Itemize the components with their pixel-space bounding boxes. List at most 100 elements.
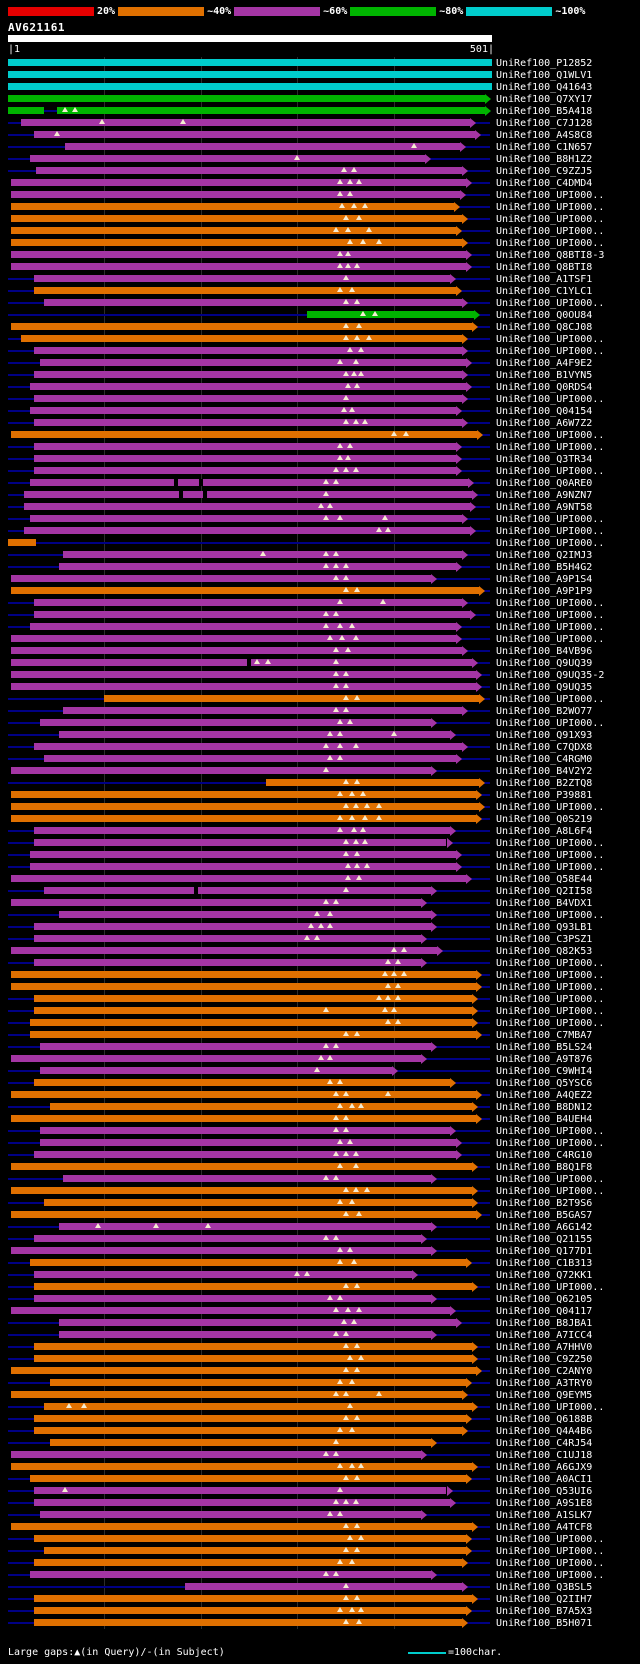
alignment-bar[interactable]: [34, 1427, 462, 1434]
alignment-bar[interactable]: [8, 95, 486, 102]
alignment-bar[interactable]: [59, 1223, 431, 1230]
alignment-bar[interactable]: [185, 1583, 462, 1590]
alignment-bar[interactable]: [10, 971, 476, 978]
alignment-bar[interactable]: [34, 935, 422, 942]
alignment-bar[interactable]: [30, 383, 466, 390]
alignment-bar[interactable]: [10, 635, 457, 642]
alignment-bar[interactable]: [10, 203, 455, 210]
alignment-bar[interactable]: [24, 527, 470, 534]
alignment-bar[interactable]: [34, 1487, 447, 1494]
alignment-bar[interactable]: [34, 839, 447, 846]
alignment-bar[interactable]: [49, 1103, 472, 1110]
alignment-bar[interactable]: [39, 1511, 422, 1518]
alignment-bar-fragment[interactable]: [8, 107, 44, 114]
alignment-bar[interactable]: [10, 899, 422, 906]
alignment-bar[interactable]: [8, 539, 37, 546]
alignment-bar[interactable]: [39, 1043, 431, 1050]
alignment-bar[interactable]: [10, 1163, 472, 1170]
alignment-bar[interactable]: [30, 1475, 466, 1482]
alignment-bar[interactable]: [10, 239, 462, 246]
alignment-bar[interactable]: [34, 1619, 462, 1626]
alignment-bar[interactable]: [30, 155, 426, 162]
alignment-bar[interactable]: [49, 1439, 431, 1446]
alignment-bar[interactable]: [20, 335, 462, 342]
alignment-bar[interactable]: [8, 83, 492, 90]
alignment-bar[interactable]: [63, 1175, 431, 1182]
alignment-bar[interactable]: [30, 1019, 472, 1026]
alignment-bar[interactable]: [10, 875, 466, 882]
alignment-bar[interactable]: [30, 515, 462, 522]
alignment-bar[interactable]: [43, 887, 431, 894]
alignment-bar[interactable]: [8, 71, 492, 78]
alignment-bar[interactable]: [10, 227, 457, 234]
alignment-bar[interactable]: [10, 1451, 422, 1458]
alignment-bar[interactable]: [39, 719, 431, 726]
alignment-bar[interactable]: [30, 1571, 431, 1578]
alignment-bar[interactable]: [34, 419, 462, 426]
alignment-bar[interactable]: [10, 251, 466, 258]
alignment-bar[interactable]: [39, 1139, 457, 1146]
alignment-bar[interactable]: [10, 647, 462, 654]
alignment-bar[interactable]: [24, 491, 472, 498]
alignment-bar[interactable]: [34, 959, 422, 966]
alignment-bar[interactable]: [34, 1499, 451, 1506]
alignment-bar[interactable]: [10, 659, 472, 666]
alignment-bar[interactable]: [34, 443, 457, 450]
alignment-bar[interactable]: [34, 1283, 472, 1290]
alignment-bar[interactable]: [10, 323, 472, 330]
alignment-bar[interactable]: [34, 1595, 472, 1602]
alignment-bar[interactable]: [34, 131, 475, 138]
alignment-bar[interactable]: [34, 395, 462, 402]
alignment-bar[interactable]: [30, 623, 457, 630]
alignment-bar[interactable]: [34, 1079, 451, 1086]
alignment-bar[interactable]: [10, 1055, 422, 1062]
alignment-bar[interactable]: [36, 167, 462, 174]
alignment-bar[interactable]: [59, 731, 451, 738]
alignment-bar[interactable]: [59, 1331, 431, 1338]
alignment-bar[interactable]: [59, 911, 431, 918]
alignment-bar[interactable]: [59, 563, 457, 570]
alignment-bar[interactable]: [10, 1463, 472, 1470]
alignment-bar[interactable]: [34, 1535, 466, 1542]
alignment-bar[interactable]: [34, 995, 472, 1002]
alignment-bar[interactable]: [30, 851, 457, 858]
alignment-bar[interactable]: [34, 275, 451, 282]
alignment-bar[interactable]: [49, 1379, 466, 1386]
alignment-bar[interactable]: [10, 1367, 476, 1374]
alignment-bar[interactable]: [10, 1091, 476, 1098]
alignment-bar[interactable]: [65, 143, 461, 150]
alignment-bar[interactable]: [20, 119, 470, 126]
alignment-bar[interactable]: [34, 599, 462, 606]
alignment-bar[interactable]: [10, 1391, 462, 1398]
alignment-bar[interactable]: [43, 1547, 466, 1554]
alignment-bar[interactable]: [34, 287, 457, 294]
alignment-bar[interactable]: [34, 1343, 472, 1350]
alignment-bar[interactable]: [34, 827, 451, 834]
alignment-bar[interactable]: [8, 59, 492, 66]
alignment-bar[interactable]: [10, 263, 466, 270]
alignment-bar[interactable]: [266, 779, 480, 786]
alignment-bar[interactable]: [24, 503, 470, 510]
alignment-bar[interactable]: [10, 947, 437, 954]
alignment-bar[interactable]: [10, 791, 476, 798]
alignment-bar[interactable]: [34, 923, 431, 930]
alignment-bar[interactable]: [43, 755, 457, 762]
alignment-bar[interactable]: [307, 311, 474, 318]
alignment-bar[interactable]: [30, 479, 468, 486]
alignment-bar[interactable]: [34, 1607, 466, 1614]
alignment-bar[interactable]: [10, 191, 461, 198]
alignment-bar[interactable]: [39, 359, 466, 366]
alignment-bar[interactable]: [34, 371, 462, 378]
alignment-bar[interactable]: [39, 1127, 451, 1134]
alignment-bar[interactable]: [34, 1415, 466, 1422]
alignment-bar[interactable]: [103, 695, 480, 702]
alignment-bar[interactable]: [34, 1271, 412, 1278]
alignment-bar[interactable]: [10, 1307, 451, 1314]
alignment-bar[interactable]: [10, 803, 480, 810]
alignment-bar[interactable]: [10, 431, 478, 438]
alignment-bar[interactable]: [10, 683, 476, 690]
alignment-bar[interactable]: [34, 1235, 422, 1242]
alignment-bar[interactable]: [10, 815, 476, 822]
alignment-bar[interactable]: [10, 179, 466, 186]
alignment-bar[interactable]: [10, 1115, 476, 1122]
